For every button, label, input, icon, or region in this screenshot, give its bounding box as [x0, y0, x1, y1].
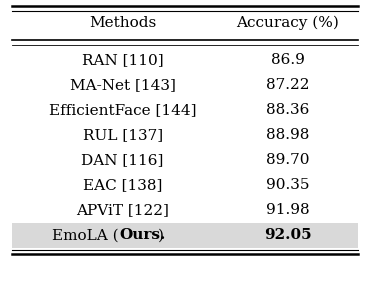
Bar: [13, 223, 357, 248]
Text: EfficientFace [144]: EfficientFace [144]: [49, 103, 196, 117]
Text: DAN [116]: DAN [116]: [81, 153, 164, 168]
Text: APViT [122]: APViT [122]: [76, 204, 169, 217]
Text: 92.05: 92.05: [264, 229, 312, 242]
Text: 89.70: 89.70: [266, 153, 310, 168]
Text: 88.98: 88.98: [266, 128, 310, 142]
Text: ): ): [158, 229, 164, 242]
Text: Accuracy (%): Accuracy (%): [236, 16, 339, 30]
Text: 87.22: 87.22: [266, 78, 310, 92]
Text: MA-Net [143]: MA-Net [143]: [70, 78, 175, 92]
Text: RAN [110]: RAN [110]: [82, 53, 164, 67]
Text: 86.9: 86.9: [271, 53, 305, 67]
Text: RUL [137]: RUL [137]: [83, 128, 163, 142]
Text: Ours.: Ours.: [119, 229, 165, 242]
Text: 91.98: 91.98: [266, 204, 310, 217]
Text: EAC [138]: EAC [138]: [83, 178, 162, 192]
Text: 88.36: 88.36: [266, 103, 310, 117]
Text: 90.35: 90.35: [266, 178, 310, 192]
Text: EmoLA (: EmoLA (: [52, 229, 119, 242]
Text: Methods: Methods: [89, 16, 156, 30]
